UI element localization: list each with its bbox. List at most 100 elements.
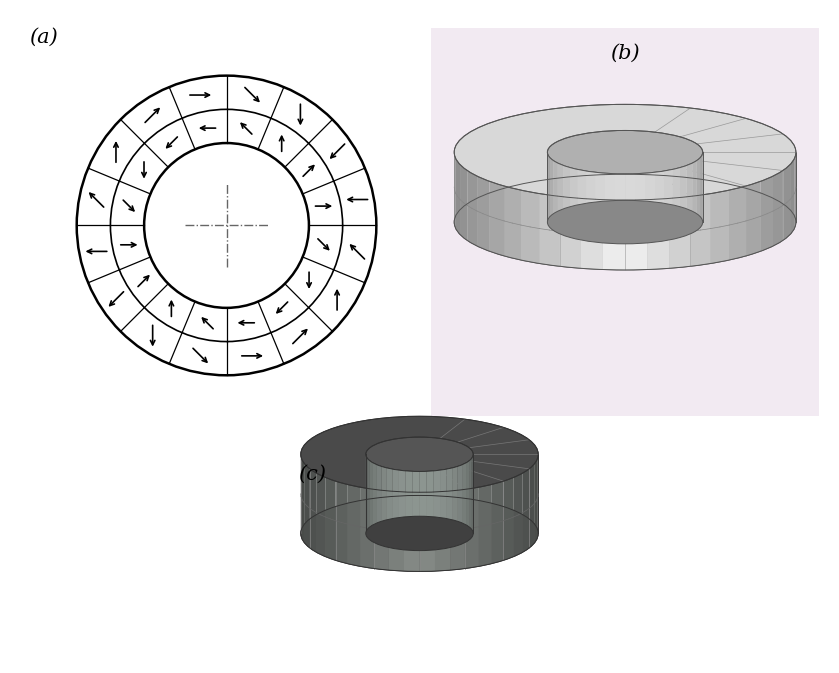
Polygon shape — [373, 463, 377, 544]
Polygon shape — [648, 199, 670, 269]
Polygon shape — [367, 459, 370, 540]
Polygon shape — [596, 172, 605, 243]
Ellipse shape — [366, 437, 473, 472]
Polygon shape — [560, 197, 581, 269]
Polygon shape — [537, 454, 538, 538]
Polygon shape — [686, 163, 692, 236]
Polygon shape — [690, 194, 711, 267]
Polygon shape — [451, 489, 465, 570]
Polygon shape — [405, 471, 413, 551]
Circle shape — [76, 75, 377, 376]
Polygon shape — [558, 163, 564, 236]
Polygon shape — [625, 200, 648, 270]
Polygon shape — [310, 469, 316, 553]
Polygon shape — [301, 454, 302, 538]
Ellipse shape — [301, 495, 538, 571]
Ellipse shape — [547, 201, 703, 244]
Polygon shape — [539, 194, 560, 267]
Polygon shape — [435, 491, 451, 571]
Polygon shape — [783, 165, 790, 240]
Polygon shape — [761, 176, 773, 251]
Polygon shape — [521, 190, 539, 264]
Polygon shape — [454, 152, 456, 228]
Polygon shape — [336, 481, 347, 563]
Polygon shape — [523, 469, 529, 553]
Polygon shape — [625, 174, 635, 244]
Polygon shape — [729, 186, 746, 260]
Polygon shape — [529, 464, 534, 548]
Text: (a): (a) — [29, 28, 58, 46]
Polygon shape — [503, 477, 513, 561]
Polygon shape — [420, 471, 426, 551]
Polygon shape — [672, 168, 680, 240]
Polygon shape — [670, 197, 690, 269]
Polygon shape — [692, 161, 697, 233]
Polygon shape — [534, 459, 537, 543]
Polygon shape — [700, 155, 702, 227]
Polygon shape — [420, 492, 435, 571]
Polygon shape — [571, 168, 578, 240]
Polygon shape — [578, 170, 586, 241]
Polygon shape — [746, 181, 761, 256]
Polygon shape — [479, 485, 492, 566]
Polygon shape — [586, 171, 596, 242]
Polygon shape — [602, 200, 625, 270]
Polygon shape — [664, 170, 672, 241]
Polygon shape — [654, 171, 664, 242]
Polygon shape — [465, 487, 479, 569]
Polygon shape — [360, 487, 374, 569]
Polygon shape — [326, 477, 336, 561]
Polygon shape — [393, 469, 399, 549]
Polygon shape — [504, 186, 521, 260]
Polygon shape — [370, 461, 373, 542]
Polygon shape — [404, 492, 420, 571]
Polygon shape — [387, 468, 393, 548]
Polygon shape — [452, 466, 457, 547]
Polygon shape — [302, 459, 305, 543]
Polygon shape — [377, 465, 382, 546]
Polygon shape — [399, 470, 405, 550]
Polygon shape — [426, 471, 434, 551]
Polygon shape — [581, 199, 602, 269]
Ellipse shape — [366, 516, 473, 551]
Polygon shape — [553, 161, 558, 233]
Polygon shape — [462, 463, 466, 544]
Polygon shape — [550, 158, 553, 230]
Polygon shape — [615, 174, 625, 244]
Polygon shape — [413, 471, 420, 551]
Polygon shape — [773, 170, 783, 246]
Polygon shape — [347, 485, 360, 566]
Polygon shape — [564, 166, 571, 238]
Polygon shape — [697, 158, 700, 230]
Polygon shape — [548, 155, 550, 227]
Polygon shape — [460, 165, 467, 240]
Polygon shape — [457, 465, 462, 546]
Polygon shape — [446, 468, 452, 548]
Polygon shape — [456, 158, 460, 234]
Polygon shape — [374, 489, 388, 570]
Polygon shape — [790, 158, 795, 234]
Polygon shape — [388, 491, 404, 571]
Ellipse shape — [547, 131, 703, 174]
Ellipse shape — [301, 417, 538, 492]
Polygon shape — [795, 152, 796, 228]
Polygon shape — [477, 176, 489, 251]
Polygon shape — [382, 466, 387, 547]
Polygon shape — [513, 473, 523, 557]
Polygon shape — [467, 170, 477, 246]
Ellipse shape — [454, 104, 796, 200]
Polygon shape — [305, 464, 310, 548]
Polygon shape — [489, 181, 504, 256]
Polygon shape — [680, 166, 686, 238]
Ellipse shape — [454, 174, 796, 270]
Polygon shape — [605, 173, 615, 244]
Polygon shape — [469, 459, 472, 540]
Polygon shape — [440, 469, 446, 549]
Text: (c): (c) — [298, 464, 326, 484]
Polygon shape — [711, 190, 729, 264]
Polygon shape — [466, 461, 469, 542]
Polygon shape — [434, 470, 440, 550]
Polygon shape — [316, 473, 326, 557]
Text: (b): (b) — [610, 44, 640, 63]
Polygon shape — [492, 481, 503, 563]
